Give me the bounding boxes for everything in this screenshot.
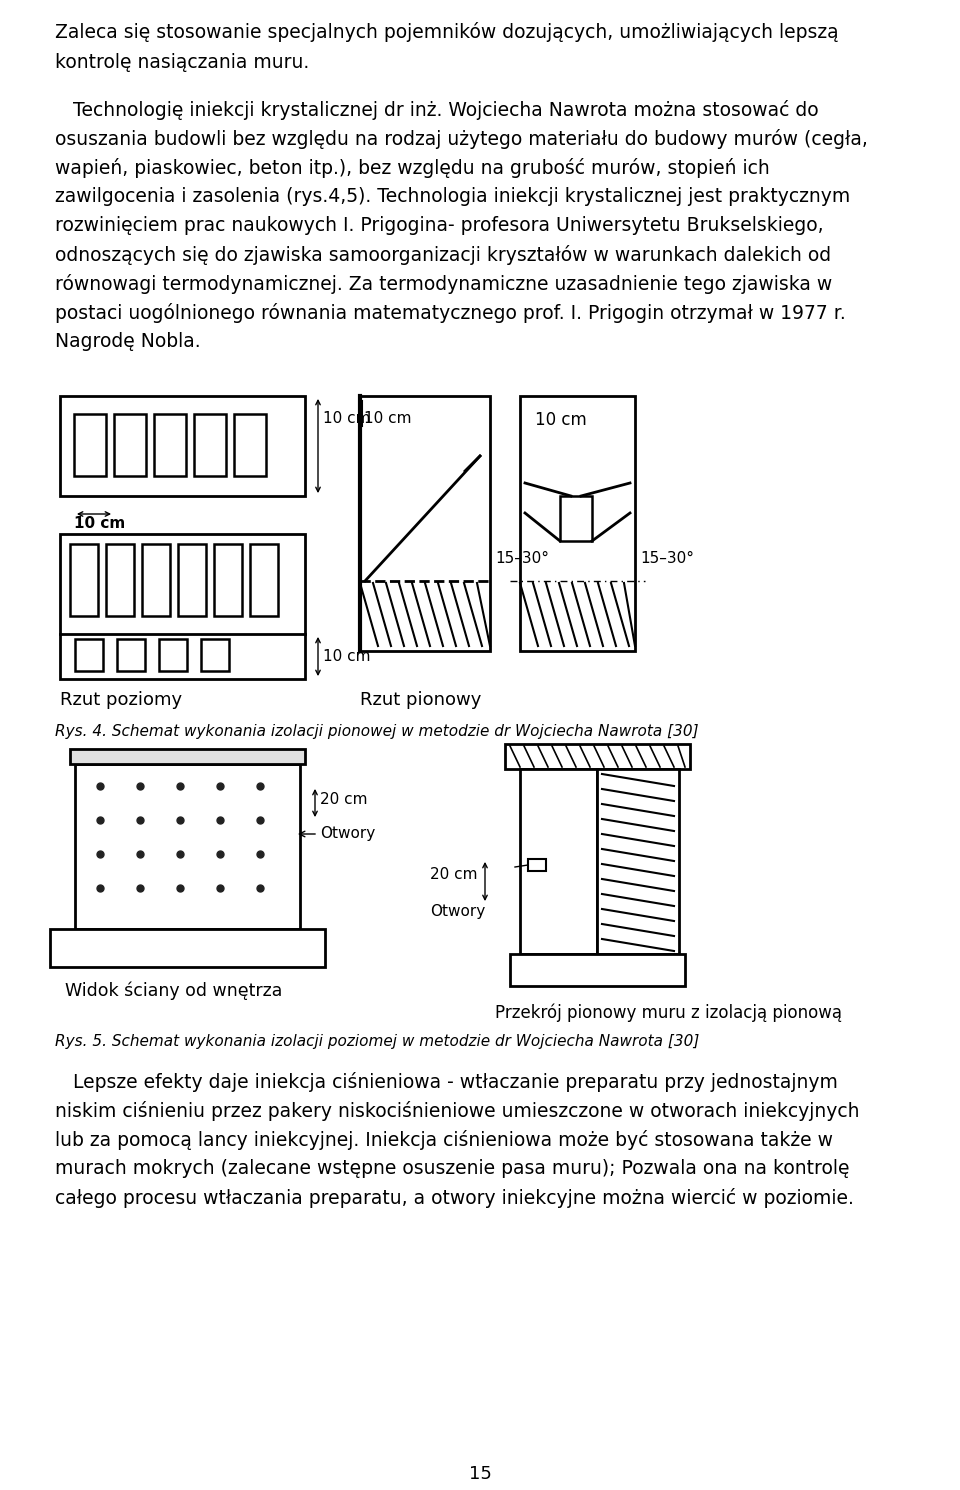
Bar: [234, 414, 266, 475]
Text: wapień, piaskowiec, beton itp.), bez względu na grubość murów, stopień ich: wapień, piaskowiec, beton itp.), bez wzg…: [55, 158, 770, 177]
Bar: [117, 639, 145, 671]
Bar: [214, 544, 242, 615]
Text: 10 cm: 10 cm: [74, 516, 125, 530]
Bar: [106, 544, 134, 615]
Bar: [178, 544, 206, 615]
Bar: [194, 414, 226, 475]
Text: Rzut pionowy: Rzut pionowy: [360, 691, 481, 709]
Bar: [201, 639, 229, 671]
Text: 20 cm: 20 cm: [430, 867, 477, 882]
Text: całego procesu wtłaczania preparatu, a otwory iniekcyjne można wiercić w poziomi: całego procesu wtłaczania preparatu, a o…: [55, 1188, 853, 1208]
Bar: [50, 928, 325, 967]
Bar: [74, 414, 106, 475]
Bar: [75, 639, 103, 671]
Bar: [528, 860, 546, 872]
Bar: [505, 744, 690, 769]
Text: Zaleca się stosowanie specjalnych pojemników dozujących, umożliwiających lepszą: Zaleca się stosowanie specjalnych pojemn…: [55, 22, 839, 42]
Text: Otwory: Otwory: [320, 825, 375, 840]
Text: postaci uogólnionego równania matematycznego prof. I. Prigogin otrzymał w 1977 r: postaci uogólnionego równania matematycz…: [55, 302, 846, 323]
Bar: [60, 533, 305, 679]
Text: 15: 15: [468, 1465, 492, 1483]
Bar: [510, 954, 685, 986]
Text: Widok ściany od wnętrza: Widok ściany od wnętrza: [65, 982, 282, 1000]
Text: 15–30°: 15–30°: [640, 551, 694, 566]
Text: 10 cm: 10 cm: [364, 411, 412, 426]
Text: odnoszących się do zjawiska samoorganizacji kryształów w warunkach dalekich od: odnoszących się do zjawiska samoorganiza…: [55, 244, 831, 265]
Text: murach mokrych (zalecane wstępne osuszenie pasa muru); Pozwala ona na kontrolę: murach mokrych (zalecane wstępne osuszen…: [55, 1159, 850, 1179]
Bar: [75, 764, 300, 928]
Text: Rzut poziomy: Rzut poziomy: [60, 691, 182, 709]
Text: równowagi termodynamicznej. Za termodynamiczne uzasadnienie tego zjawiska w: równowagi termodynamicznej. Za termodyna…: [55, 274, 832, 294]
Text: 10 cm: 10 cm: [535, 411, 587, 429]
Text: zawilgocenia i zasolenia (rys.4,5). Technologia iniekcji krystalicznej jest prak: zawilgocenia i zasolenia (rys.4,5). Tech…: [55, 188, 851, 206]
Bar: [70, 544, 98, 615]
Bar: [114, 414, 146, 475]
Text: Technologię iniekcji krystalicznej dr inż. Wojciecha Nawrota można stosować do: Technologię iniekcji krystalicznej dr in…: [55, 100, 819, 121]
Text: 10 cm: 10 cm: [323, 411, 371, 426]
Text: 20 cm: 20 cm: [320, 793, 368, 808]
Bar: [70, 749, 305, 764]
Bar: [560, 496, 592, 541]
Text: Przekrój pionowy muru z izolacją pionową: Przekrój pionowy muru z izolacją pionową: [495, 1004, 842, 1022]
Text: niskim ciśnieniu przez pakery niskociśnieniowe umieszczone w otworach iniekcyjny: niskim ciśnieniu przez pakery niskociśni…: [55, 1101, 859, 1120]
Text: Rys. 5. Schemat wykonania izolacji poziomej w metodzie dr Wojciecha Nawrota [30]: Rys. 5. Schemat wykonania izolacji pozio…: [55, 1034, 700, 1049]
Bar: [60, 396, 305, 496]
Text: lub za pomocą lancy iniekcyjnej. Iniekcja ciśnieniowa może być stosowana także w: lub za pomocą lancy iniekcyjnej. Iniekcj…: [55, 1129, 833, 1150]
Text: 15–30°: 15–30°: [495, 551, 549, 566]
Bar: [520, 396, 635, 651]
Text: Nagrodę Nobla.: Nagrodę Nobla.: [55, 332, 201, 352]
Bar: [154, 414, 186, 475]
Bar: [520, 769, 597, 954]
Text: kontrolę nasiączania muru.: kontrolę nasiączania muru.: [55, 54, 309, 72]
Text: rozwinięciem prac naukowych I. Prigogina- profesora Uniwersytetu Brukselskiego,: rozwinięciem prac naukowych I. Prigogina…: [55, 216, 824, 235]
Text: osuszania budowli bez względu na rodzaj użytego materiału do budowy murów (cegła: osuszania budowli bez względu na rodzaj …: [55, 130, 868, 149]
Text: Lepsze efekty daje iniekcja ciśnieniowa - wtłaczanie preparatu przy jednostajnym: Lepsze efekty daje iniekcja ciśnieniowa …: [55, 1071, 838, 1092]
Bar: [142, 544, 170, 615]
Bar: [250, 544, 278, 615]
Text: 10 cm: 10 cm: [323, 650, 371, 665]
Text: Otwory: Otwory: [430, 904, 485, 919]
Bar: [360, 396, 490, 651]
Bar: [159, 639, 187, 671]
Bar: [597, 769, 679, 954]
Text: Rys. 4. Schemat wykonania izolacji pionowej w metodzie dr Wojciecha Nawrota [30]: Rys. 4. Schemat wykonania izolacji piono…: [55, 724, 699, 739]
